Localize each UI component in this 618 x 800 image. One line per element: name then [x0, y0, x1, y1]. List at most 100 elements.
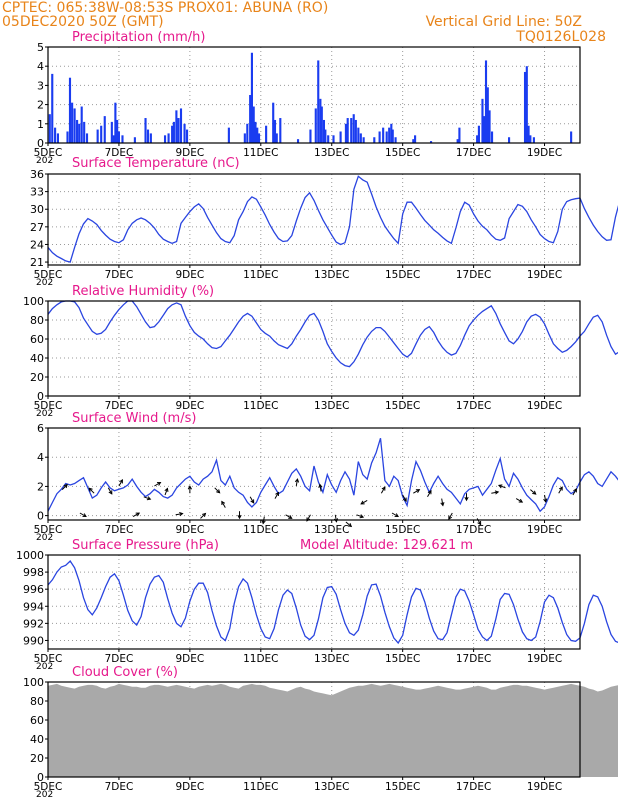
precip-bar-61 — [346, 118, 349, 143]
wind-vector-38 — [530, 489, 537, 495]
temp-series-line — [47, 175, 618, 263]
temp-ytick-5: 36 — [30, 168, 44, 181]
precip-bar-80 — [458, 127, 461, 143]
precip-bar-26 — [163, 135, 167, 143]
precip-bar-46 — [273, 119, 277, 143]
precip-bar-21 — [121, 135, 124, 143]
wind-vector-8 — [164, 487, 169, 496]
cloud-xtick-2: 9DEC — [175, 781, 204, 793]
rh-ytick-0: 0 — [37, 390, 44, 403]
wind-vector-13 — [221, 500, 226, 508]
precip-bar-94 — [532, 137, 535, 143]
wind-ytick-2: 4 — [37, 451, 44, 464]
precip-xtick-7: 19DEC — [527, 147, 562, 159]
precip-bar-24 — [146, 129, 150, 143]
cloud-xtick-3: 11DEC — [243, 781, 278, 793]
precip-bar-62 — [350, 118, 353, 143]
precip-bar-17 — [112, 135, 115, 143]
rh-ytick-2: 40 — [30, 352, 44, 365]
precip-bar-33 — [183, 123, 186, 143]
precip-xtick-5: 15DEC — [385, 147, 420, 159]
header-station: CPTEC: 065:38W-08:53S PROX01: ABUNA (RO) — [2, 0, 329, 16]
precip-bar-27 — [167, 133, 170, 143]
wind-xtick-2: 9DEC — [175, 524, 204, 536]
precip-bar-59 — [339, 131, 342, 143]
wind-vector-6 — [143, 496, 152, 501]
wind-vector-26 — [380, 486, 386, 494]
wind-series-line — [47, 438, 618, 513]
wind-vector-9 — [175, 511, 184, 517]
precip-bar-66 — [359, 133, 362, 143]
precip-bar-89 — [508, 137, 511, 143]
temp-xtick-0: 5DEC — [34, 269, 63, 281]
cloud-frame — [47, 681, 581, 778]
precip-bar-82 — [477, 125, 480, 143]
wind-vector-21 — [318, 483, 323, 492]
wind-frame — [47, 427, 581, 521]
temp-year-fragment: 202 — [36, 278, 53, 288]
precip-bar-51 — [314, 108, 317, 143]
precip-bar-88 — [490, 131, 494, 143]
precip-bar-54 — [320, 106, 323, 143]
wind-ytick-3: 6 — [37, 422, 44, 435]
precip-bar-48 — [279, 118, 282, 143]
wind-ytick-1: 2 — [37, 480, 44, 493]
precip-bar-19 — [116, 119, 119, 143]
rh-xtick-1: 7DEC — [105, 400, 134, 412]
precip-xtick-6: 17DEC — [456, 147, 491, 159]
temp-xtick-2: 9DEC — [175, 269, 204, 281]
precip-bar-67 — [362, 137, 365, 143]
temp-xtick-1: 7DEC — [105, 269, 134, 281]
precip-bar-2 — [54, 127, 57, 143]
precip-bar-9 — [78, 123, 81, 143]
temp-xtick-4: 13DEC — [314, 269, 349, 281]
temp-ytick-4: 33 — [30, 186, 44, 199]
wind-xtick-6: 17DEC — [456, 524, 491, 536]
rh-frame — [47, 300, 581, 397]
wind-vector-23 — [345, 521, 353, 528]
wind-vector-22 — [333, 514, 339, 523]
rh-xtick-6: 17DEC — [456, 400, 491, 412]
rh-xtick-0: 5DEC — [34, 400, 63, 412]
wind-vector-39 — [543, 494, 548, 503]
precip-bar-81 — [476, 135, 479, 143]
cloud-year-fragment: 202 — [36, 790, 53, 800]
precip-xtick-0: 5DEC — [34, 147, 63, 159]
precip-bar-64 — [354, 119, 357, 143]
pres-xtick-6: 17DEC — [456, 653, 491, 665]
wind-year-fragment: 202 — [36, 533, 53, 543]
precip-bar-87 — [488, 110, 491, 143]
precip-bar-1 — [51, 73, 54, 143]
rh-ytick-1: 20 — [30, 371, 44, 384]
precip-bar-57 — [327, 135, 330, 143]
pres-ytick-2: 994 — [23, 600, 44, 613]
wind-vector-19 — [294, 478, 300, 487]
temp-ytick-0: 21 — [30, 256, 44, 269]
pres-xtick-1: 7DEC — [105, 653, 134, 665]
wind-vector-18 — [285, 514, 293, 519]
wind-vector-40 — [558, 486, 563, 494]
cloud-xtick-4: 13DEC — [314, 781, 349, 793]
precip-bar-11 — [83, 121, 86, 143]
precip-bar-79 — [456, 139, 459, 143]
precip-bar-35 — [227, 127, 230, 143]
precip-bar-47 — [275, 133, 278, 143]
precip-bar-90 — [523, 71, 527, 143]
cloud-xtick-1: 7DEC — [105, 781, 134, 793]
wind-vector-33 — [464, 493, 469, 502]
precip-bar-22 — [133, 137, 136, 143]
precip-bar-76 — [412, 139, 415, 143]
precip-bar-28 — [171, 125, 174, 143]
wind-xtick-7: 19DEC — [527, 524, 562, 536]
wind-vector-27 — [391, 512, 399, 518]
precip-ytick-0: 0 — [37, 137, 44, 150]
rh-ytick-5: 100 — [23, 295, 44, 308]
precip-bar-37 — [246, 123, 249, 143]
pres-panel: 990 992 994 996 998 1000 5DEC 7DEC 9DEC 11DEC 13DE… — [16, 549, 618, 672]
precip-frame — [47, 46, 581, 144]
precip-bar-60 — [344, 123, 347, 143]
pres-ytick-3: 996 — [23, 583, 44, 596]
temp-frame — [47, 173, 581, 266]
wind-xtick-5: 15DEC — [385, 524, 420, 536]
wind-vector-1 — [79, 512, 87, 518]
